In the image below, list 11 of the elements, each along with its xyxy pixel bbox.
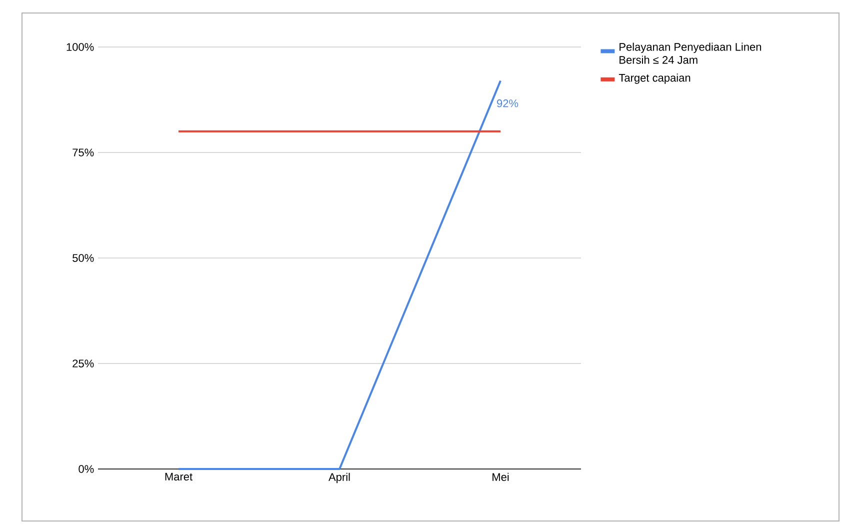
x-tick-label: April	[328, 472, 350, 484]
y-tick-label: 100%	[66, 43, 94, 51]
legend-label: Pelayanan Penyediaan Linen Bersih ≤ 24 Jam	[620, 42, 762, 64]
x-tick-label: Mei	[492, 472, 509, 481]
data-label: 92%	[497, 99, 518, 108]
y-tick-label: 0%	[78, 465, 94, 473]
y-tick-label: 25%	[72, 360, 94, 368]
y-tick-label: 75%	[72, 148, 94, 156]
y-tick-label: 50%	[72, 254, 94, 262]
x-tick-label: Maret	[165, 472, 192, 481]
legend-label: Target capaian	[618, 74, 690, 84]
